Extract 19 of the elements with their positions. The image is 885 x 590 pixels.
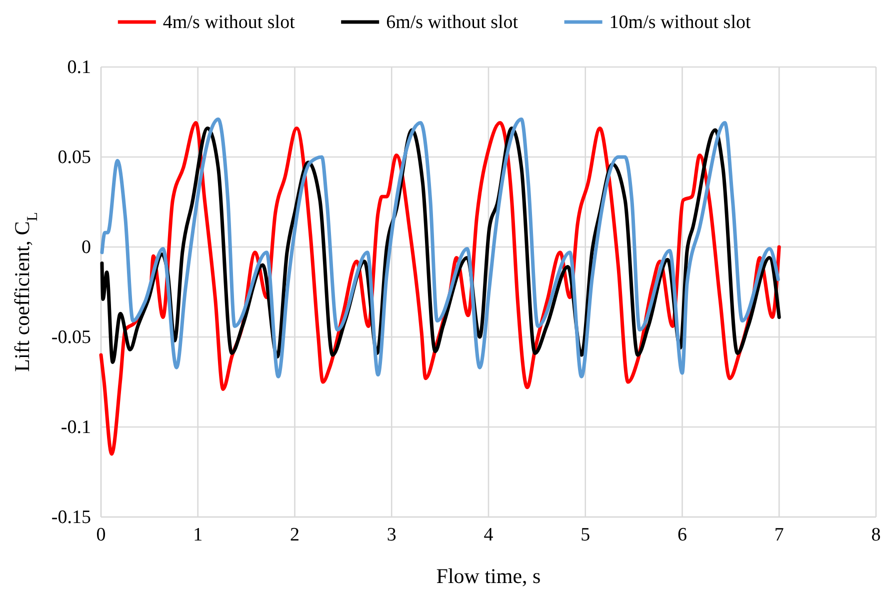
x-tick-label: 8 xyxy=(871,524,881,546)
x-tick-label: 5 xyxy=(580,524,590,546)
x-axis-title: Flow time, s xyxy=(436,564,541,588)
legend-label: 6m/s without slot xyxy=(386,12,519,33)
x-tick-label: 4 xyxy=(484,524,494,546)
x-tick-label: 3 xyxy=(386,524,396,546)
y-tick-label: 0.05 xyxy=(58,147,91,168)
legend-label: 10m/s without slot xyxy=(609,12,752,33)
y-tick-label: 0.1 xyxy=(67,57,91,78)
y-tick-label: -0.05 xyxy=(51,327,91,348)
y-tick-label: -0.1 xyxy=(60,417,91,438)
y-tick-label: 0 xyxy=(82,237,91,258)
y-tick-label: -0.15 xyxy=(51,507,91,528)
x-tick-label: 0 xyxy=(96,524,106,546)
x-tick-label: 2 xyxy=(290,524,300,546)
x-tick-label: 6 xyxy=(678,524,687,546)
legend-label: 4m/s without slot xyxy=(162,12,296,33)
x-tick-label: 1 xyxy=(193,524,203,546)
x-tick-label: 7 xyxy=(774,524,784,546)
